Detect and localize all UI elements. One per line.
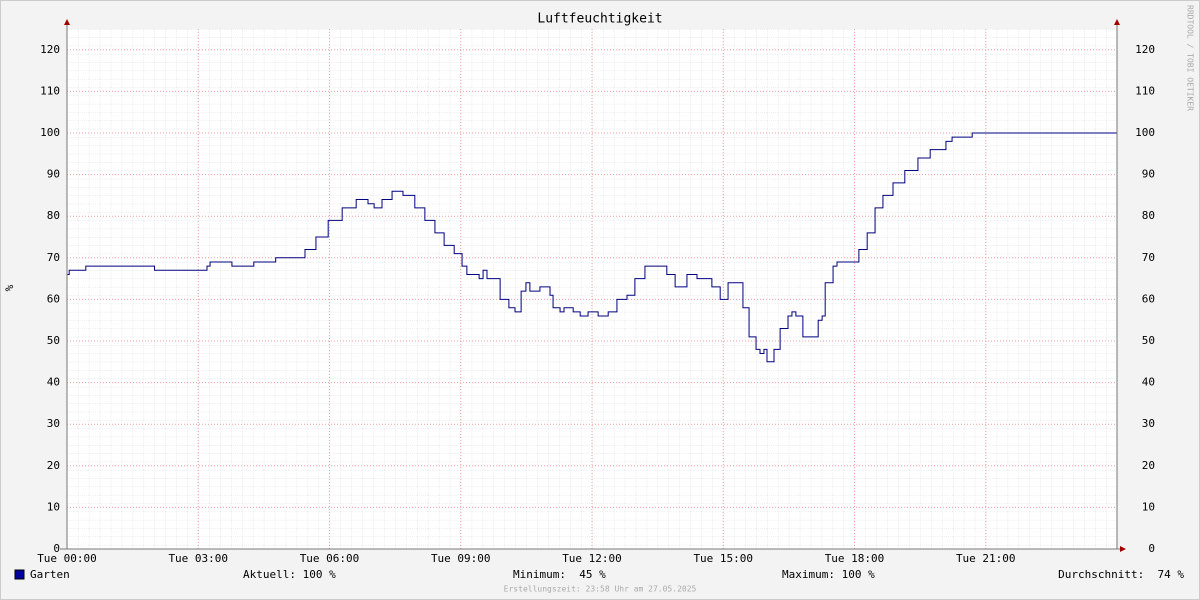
y-tick-label: 10 xyxy=(47,500,60,513)
y2-tick-label: 10 xyxy=(1142,500,1155,513)
x-tick-label: Tue 18:00 xyxy=(825,552,885,565)
y2-tick-label: 0 xyxy=(1148,542,1155,555)
y2-tick-label: 40 xyxy=(1142,376,1155,389)
minor-grid xyxy=(67,29,1117,549)
y-tick-label: 40 xyxy=(47,376,60,389)
y2-tick-label: 90 xyxy=(1142,168,1155,181)
y-tick-label: 20 xyxy=(47,459,60,472)
y2-tick-label: 80 xyxy=(1142,209,1155,222)
x-tick-label: Tue 15:00 xyxy=(693,552,753,565)
y2-tick-label: 110 xyxy=(1135,84,1155,97)
footer: Erstellungszeit: 23:58 Uhr am 27.05.2025 xyxy=(504,585,697,594)
y2-tick-label: 50 xyxy=(1142,334,1155,347)
stat: Maximum: 100 % xyxy=(782,568,875,581)
x-tick-label: Tue 06:00 xyxy=(300,552,360,565)
y-tick-label: 30 xyxy=(47,417,60,430)
x-tick-label: Tue 21:00 xyxy=(956,552,1016,565)
x-tick-label: Tue 00:00 xyxy=(37,552,97,565)
y-tick-label: 100 xyxy=(40,126,60,139)
stat: Durchschnitt: 74 % xyxy=(1058,568,1184,581)
y2-tick-label: 30 xyxy=(1142,417,1155,430)
y-tick-label: 110 xyxy=(40,84,60,97)
x-tick-label: Tue 03:00 xyxy=(168,552,228,565)
legend-swatch xyxy=(14,569,25,580)
y2-tick-label: 120 xyxy=(1135,43,1155,56)
y2-tick-label: 100 xyxy=(1135,126,1155,139)
stat: Minimum: 45 % xyxy=(513,568,606,581)
watermark: RRDTOOL / TOBI OETIKER xyxy=(1186,5,1195,111)
chart-title: Luftfeuchtigkeit xyxy=(537,12,662,27)
marks xyxy=(67,132,1117,363)
y-tick-label: 50 xyxy=(47,334,60,347)
y-tick-label: 120 xyxy=(40,43,60,56)
stat: Aktuell: 100 % xyxy=(243,568,336,581)
x-tick-label: Tue 12:00 xyxy=(562,552,622,565)
y-tick-label: 90 xyxy=(47,168,60,181)
y2-tick-label: 70 xyxy=(1142,251,1155,264)
series-line xyxy=(67,132,1117,363)
y2-tick-label: 60 xyxy=(1142,292,1155,305)
x-tick-label: Tue 09:00 xyxy=(431,552,491,565)
y2-tick-label: 20 xyxy=(1142,459,1155,472)
y-tick-label: 0 xyxy=(53,542,60,555)
legend-label: Garten xyxy=(30,568,70,581)
y-axis-label: % xyxy=(3,284,16,291)
y-tick-label: 70 xyxy=(47,251,60,264)
grid xyxy=(66,29,1117,550)
y-tick-label: 80 xyxy=(47,209,60,222)
y-tick-label: 60 xyxy=(47,292,60,305)
